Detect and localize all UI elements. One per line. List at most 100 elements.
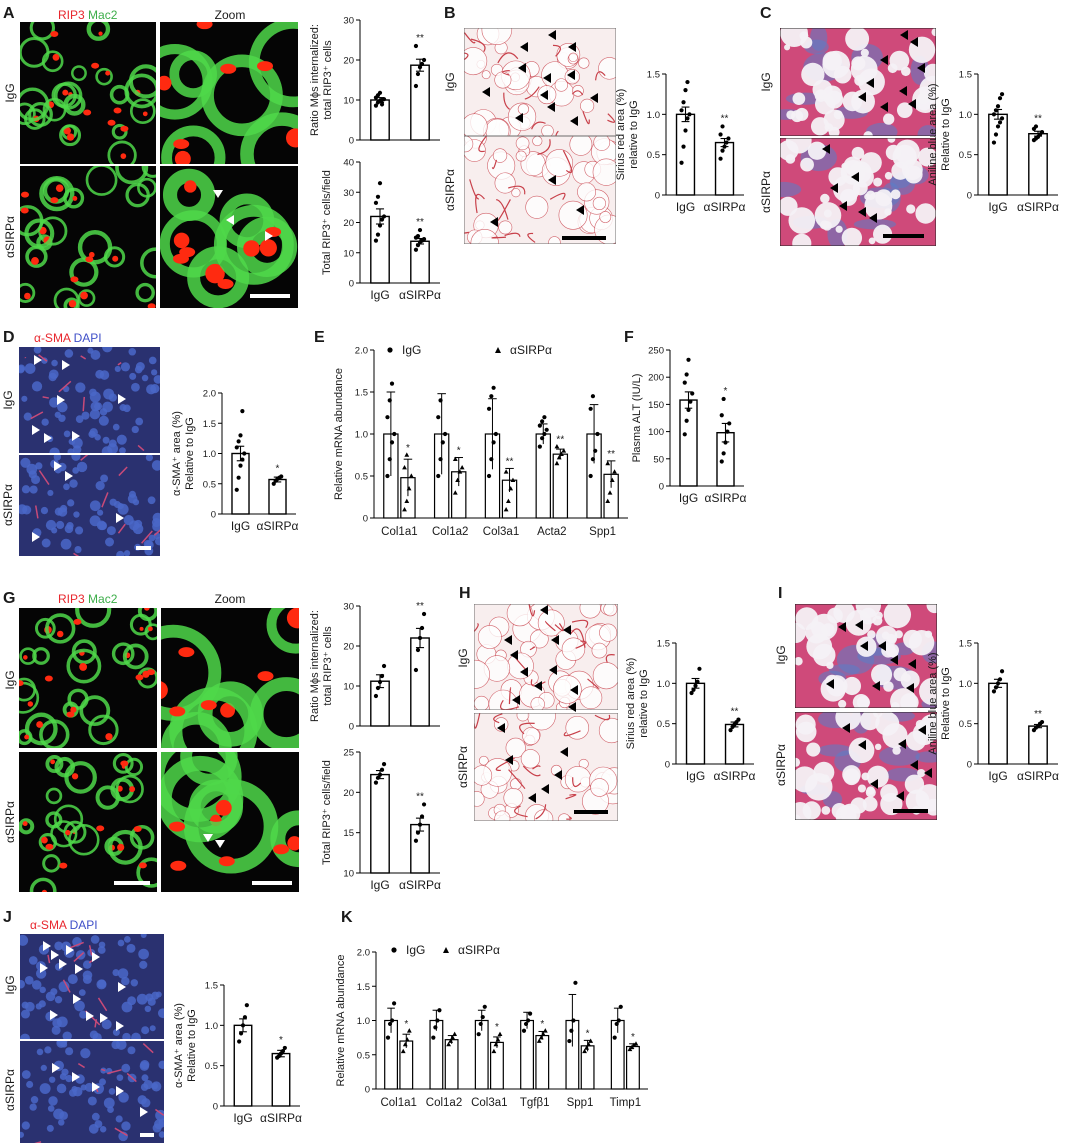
data-point <box>417 822 423 827</box>
lipid-droplet <box>851 89 875 114</box>
nucleus <box>135 417 144 426</box>
collagen-fiber <box>571 90 584 96</box>
lipid-droplet <box>835 225 843 233</box>
data-point <box>609 477 615 482</box>
data-point <box>720 124 725 129</box>
nucleus <box>140 1083 149 1091</box>
sma-fiber <box>101 492 109 508</box>
nucleus <box>39 986 46 994</box>
y-tick-label: 1.0 <box>355 430 368 441</box>
lipid-droplet <box>820 193 830 204</box>
rip3-mark <box>31 257 39 265</box>
macrophage-mark <box>111 642 135 666</box>
nucleus <box>128 347 137 356</box>
rip3-mark <box>24 292 31 300</box>
arrowhead-marker <box>75 964 83 974</box>
arrowhead-marker <box>534 681 542 691</box>
nucleus <box>140 934 147 939</box>
collagen-fiber <box>470 38 486 53</box>
lipid-droplet <box>842 676 862 696</box>
rip3-mark <box>59 862 68 869</box>
arrowhead-marker <box>869 213 877 223</box>
lipid-droplet <box>884 171 893 180</box>
data-point <box>997 677 1003 682</box>
macrophage-mark <box>128 64 156 99</box>
lipid-droplet <box>881 631 890 640</box>
stain-label: RIP3 <box>58 592 85 606</box>
data-point <box>493 1041 499 1047</box>
lipid-droplet <box>481 28 513 45</box>
bar <box>233 1024 253 1107</box>
y-axis-label: Sirius red area (%) <box>615 89 627 181</box>
y-tick-label: 0 <box>967 760 972 771</box>
sma-fiber <box>62 979 71 993</box>
data-point <box>999 116 1005 121</box>
data-point <box>373 200 379 205</box>
y-tick-label: 0 <box>665 760 670 771</box>
lipid-droplet <box>806 633 833 660</box>
data-point <box>375 685 381 691</box>
rip3-mark <box>45 843 54 850</box>
chart-C: 0 0.5 1.0 1.5 Aniline blue area (%) Relative … <box>927 70 1059 215</box>
data-point <box>282 1045 287 1051</box>
lipid-droplet <box>874 743 882 751</box>
x-tick-label: αSIRPα <box>260 1111 302 1125</box>
data-point <box>457 469 463 474</box>
nucleus <box>129 372 137 380</box>
data-point <box>521 1028 527 1033</box>
y-tick-label: 0.5 <box>959 150 972 161</box>
nucleus <box>64 524 74 534</box>
nucleus <box>117 939 125 947</box>
x-tick-label: αSIRPα <box>399 878 441 892</box>
macrophage-mark <box>19 647 37 665</box>
rip3-mark <box>105 70 111 76</box>
data-point <box>605 498 611 503</box>
stain-legend: RIP3 Mac2 <box>58 592 118 606</box>
panel-letter: D <box>3 329 15 346</box>
significance-label: ** <box>556 435 564 446</box>
lipid-droplet <box>917 768 926 778</box>
arrowhead-marker <box>830 183 838 193</box>
x-tick-label: αSIRPα <box>704 200 746 214</box>
data-point <box>997 96 1003 101</box>
y-tick-label: 1.5 <box>203 419 216 430</box>
x-tick-label: Timp1 <box>610 1097 642 1109</box>
collagen-fiber <box>503 92 510 110</box>
nucleus <box>112 1028 120 1036</box>
x-tick-label: αSIRPα <box>714 769 756 783</box>
label-layer: A RIP3 Mac2 Zoom IgG αSIRPα B IgG αSIRPα C IgG αSI… <box>1 5 788 1111</box>
y-axis-label: Relative mRNA abundance <box>333 368 345 500</box>
lipid-droplet <box>592 662 618 690</box>
data-point <box>389 440 395 445</box>
data-point <box>381 663 387 669</box>
arrowhead-marker <box>65 471 73 481</box>
lipid-droplet <box>795 657 803 666</box>
lipid-droplet <box>894 139 920 165</box>
significance-label: * <box>457 446 461 457</box>
bar <box>231 452 250 515</box>
data-point <box>440 440 445 445</box>
data-point <box>455 477 460 482</box>
nucleus <box>19 365 25 374</box>
data-point <box>993 132 999 137</box>
macrophage-mark <box>270 810 299 868</box>
data-point <box>505 498 511 503</box>
lipid-droplet <box>828 126 840 136</box>
rip3-mark <box>73 618 82 625</box>
data-point <box>400 1048 406 1054</box>
nucleus <box>84 1082 94 1092</box>
data-point <box>452 456 458 461</box>
lipid-droplet <box>851 146 865 160</box>
data-point <box>389 381 395 386</box>
nucleus <box>88 430 96 438</box>
rip3-mark <box>96 825 105 832</box>
nucleus <box>20 979 25 989</box>
macrophage-mark <box>180 752 238 786</box>
macrophage-mark <box>77 230 113 265</box>
data-point <box>402 1041 408 1047</box>
rip3-mark <box>56 630 64 638</box>
panel-letter: F <box>624 329 634 346</box>
y-tick-label: 200 <box>648 373 664 384</box>
lipid-droplet <box>498 220 513 235</box>
legend-marker <box>387 347 393 353</box>
